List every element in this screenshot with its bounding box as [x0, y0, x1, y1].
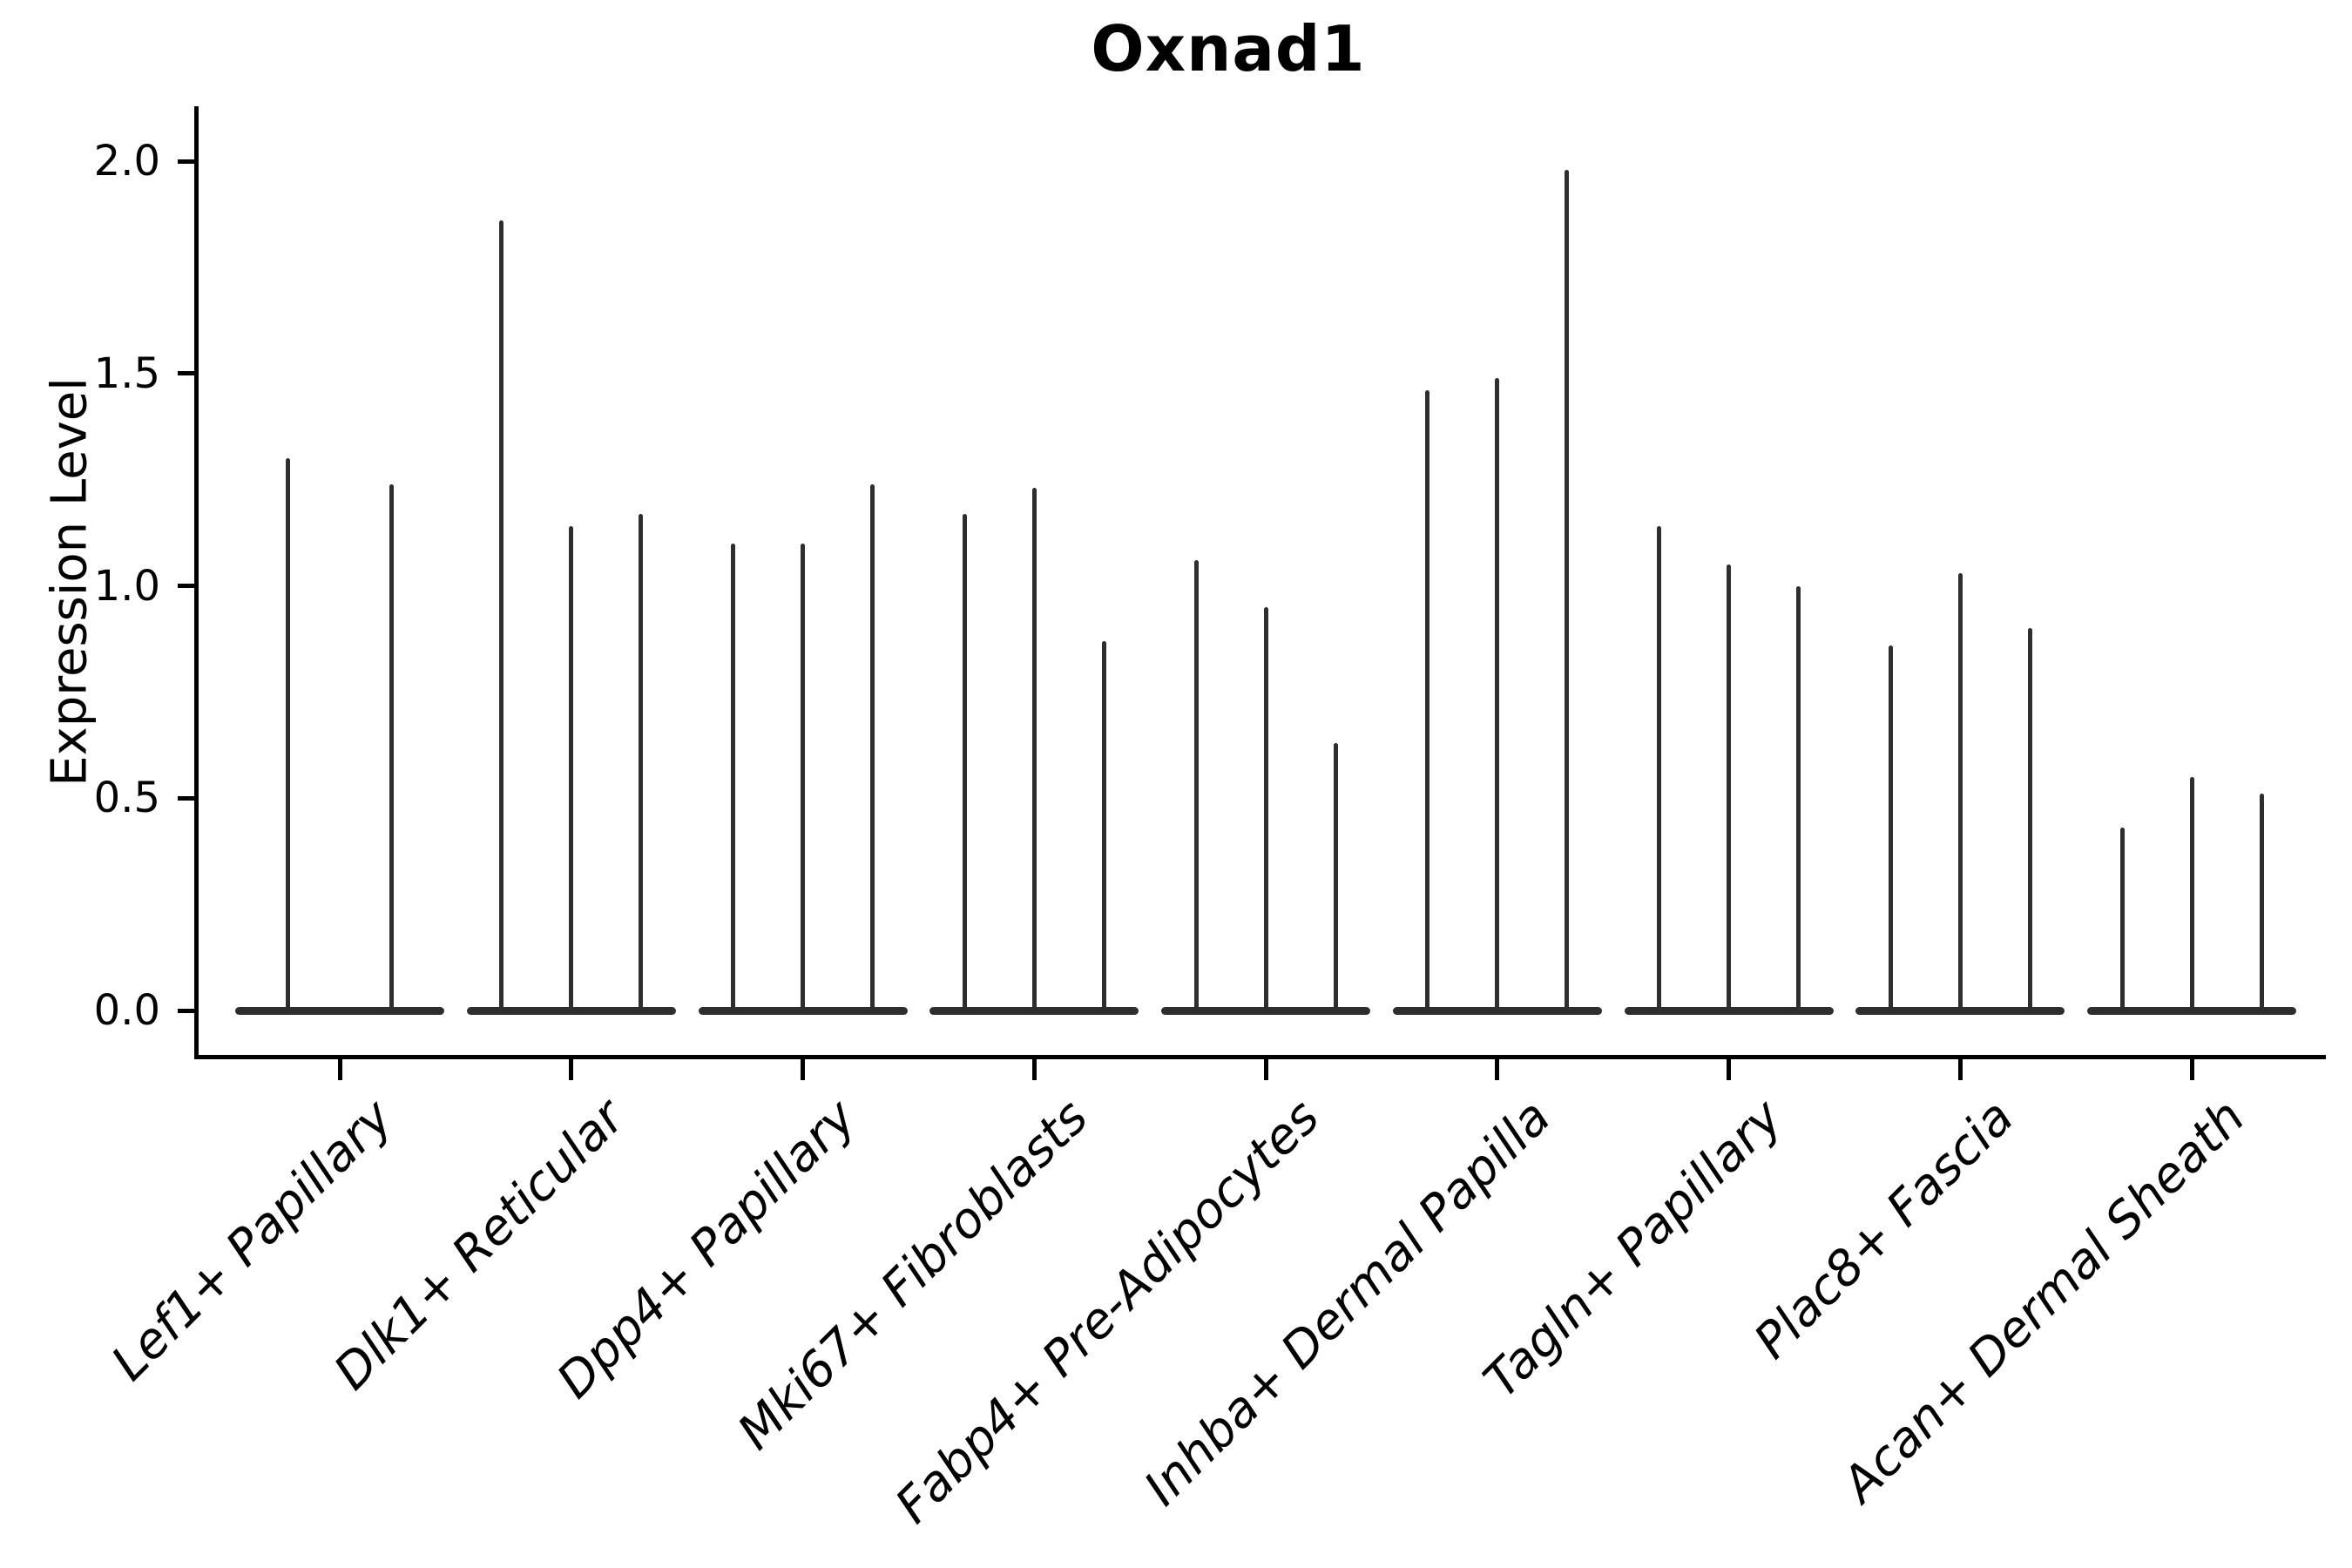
violin-spike: [1031, 488, 1037, 1013]
violin-spike: [1425, 390, 1430, 1013]
x-tick-label: Acan+ Dermal Sheath: [1831, 1089, 2256, 1513]
y-tick-label: 0.0: [93, 986, 160, 1035]
y-tick-mark: [178, 371, 197, 376]
x-tick-label: Fabp4+ Pre-Adipocytes: [884, 1089, 1330, 1535]
violin-spike: [499, 220, 504, 1013]
plot-title: Oxnad1: [1091, 12, 1366, 85]
x-tick-mark: [1727, 1059, 1731, 1080]
violin-spike: [1888, 645, 1893, 1013]
violin-spike: [639, 513, 644, 1013]
x-tick-mark: [1263, 1059, 1268, 1080]
y-axis-spine: [194, 106, 199, 1058]
violin-spike: [2027, 628, 2032, 1013]
x-tick-mark: [1031, 1059, 1037, 1080]
violin-spike: [731, 543, 735, 1013]
y-tick-mark: [178, 1008, 197, 1013]
y-tick-mark: [178, 795, 197, 801]
x-tick-mark: [801, 1059, 805, 1080]
y-tick-label: 0.5: [93, 774, 160, 823]
violin-spike: [1101, 640, 1106, 1013]
y-tick-label: 1.5: [93, 348, 160, 398]
violin-spike: [1565, 169, 1570, 1013]
violin-spike: [389, 483, 394, 1013]
violin-spike: [286, 458, 290, 1013]
violin-spike: [1957, 572, 1963, 1013]
violin-base: [235, 1006, 444, 1015]
x-tick-mark: [2189, 1059, 2194, 1080]
violin-spike: [2189, 776, 2194, 1013]
violin-spike: [1263, 606, 1268, 1013]
y-tick-label: 2.0: [93, 137, 160, 186]
x-tick-label: Inhba+ Dermal Papilla: [1133, 1089, 1562, 1517]
violin-spike: [1796, 585, 1801, 1013]
x-axis-spine: [194, 1055, 2326, 1059]
x-tick-mark: [337, 1059, 342, 1080]
violin-spike: [2119, 828, 2125, 1013]
violin-spike: [801, 543, 805, 1013]
x-tick-mark: [1495, 1059, 1500, 1080]
violin-spike: [569, 526, 574, 1013]
y-tick-mark: [178, 584, 197, 588]
y-tick-label: 1.0: [93, 561, 160, 611]
violin-spike: [1727, 564, 1731, 1013]
violin-spike: [1495, 377, 1500, 1013]
x-tick-mark: [569, 1059, 574, 1080]
violin-spike: [962, 513, 967, 1013]
violin-spike: [1193, 560, 1199, 1013]
violin-spike: [1333, 742, 1338, 1013]
violin-spike: [1657, 526, 1661, 1013]
violin-spike: [870, 483, 875, 1013]
y-tick-mark: [178, 159, 197, 164]
x-tick-mark: [1957, 1059, 1963, 1080]
violin-spike: [2259, 794, 2264, 1013]
